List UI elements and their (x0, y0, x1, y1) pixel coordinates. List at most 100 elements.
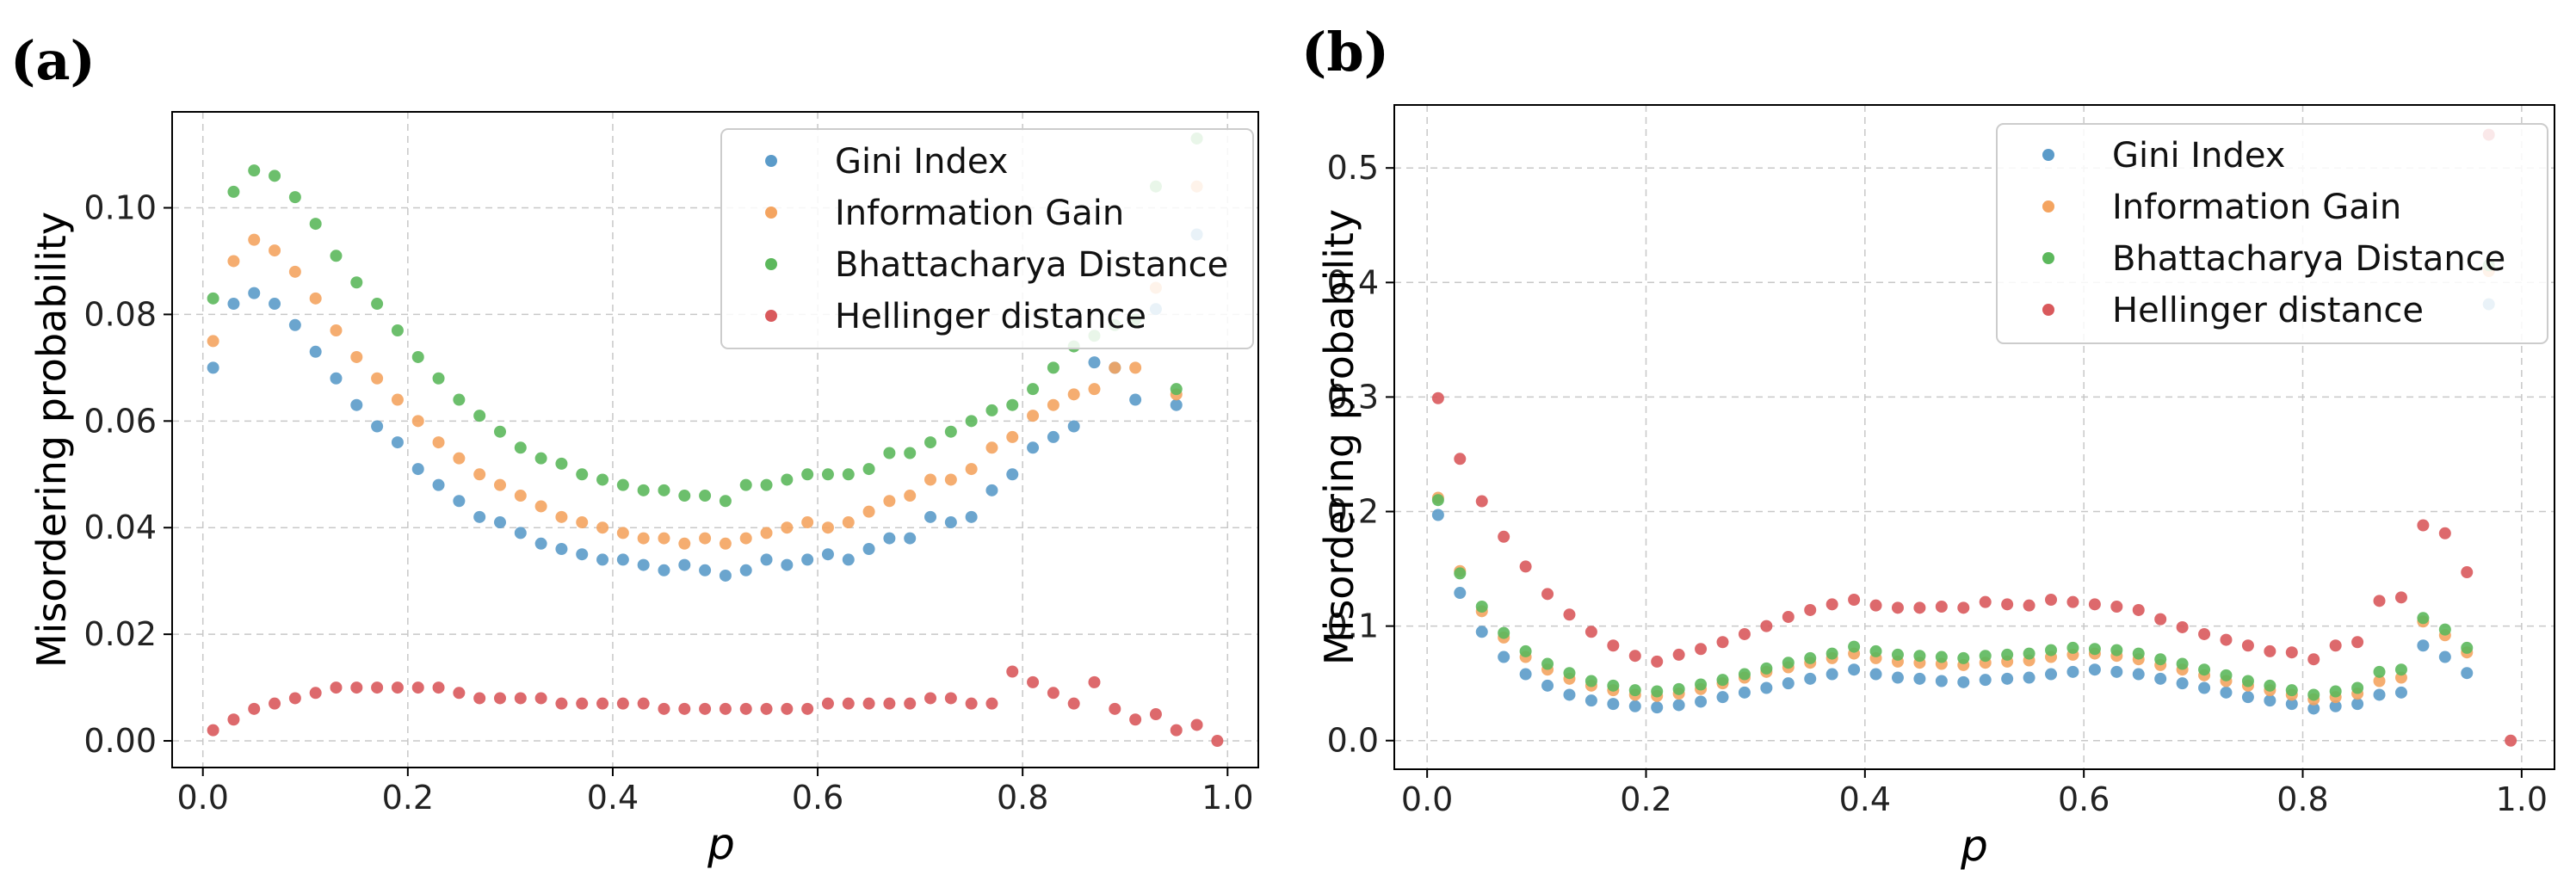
panel-b-point-hell (1563, 608, 1576, 621)
panel-a-point-bhatt (985, 404, 998, 416)
panel-a-point-info (514, 490, 527, 502)
panel-b-point-gini (1651, 701, 1664, 714)
panel-a-point-gini (288, 318, 301, 331)
panel-a-point-hell (330, 681, 343, 694)
panel-a-legend-marker-hell (765, 310, 777, 322)
panel-a-point-hell (391, 681, 404, 694)
panel-a-point-hell (699, 702, 712, 715)
panel-b-point-bhatt (1957, 651, 1970, 664)
panel-b-point-bhatt (2176, 657, 2189, 670)
panel-a-point-hell (944, 692, 957, 705)
panel-b-y-tick-label: 0.1 (1327, 607, 1379, 645)
panel-a-point-hell (555, 697, 568, 710)
panel-a-x-tick-label: 1.0 (1202, 779, 1253, 817)
panel-b: (b) 0.0 0.2 0.4 0.6 0.8 1.0 0.0 0.1 0.2 0.3 0.4 0.5… (1301, 21, 2555, 871)
panel-b-point-bhatt (1454, 567, 1467, 580)
panel-a-point-gini (616, 553, 629, 566)
panel-a-point-hell (1027, 675, 1040, 688)
panel-b-point-gini (1563, 688, 1576, 701)
panel-a-point-gini (227, 298, 240, 311)
panel-a-point-bhatt (883, 447, 896, 459)
panel-b-y-tick-label: 0.3 (1327, 378, 1379, 416)
panel-a-point-bhatt (821, 468, 834, 481)
panel-b-point-gini (1804, 672, 1817, 685)
panel-a-point-hell (1129, 713, 1142, 726)
panel-a-point-info (965, 463, 978, 476)
panel-a-point-bhatt (288, 191, 301, 204)
panel-b-point-bhatt (1607, 679, 1620, 692)
panel-a-legend-marker-info (765, 207, 777, 219)
panel-a-point-info (658, 532, 670, 545)
panel-b-point-hell (2329, 639, 2342, 652)
panel-b-point-hell (1585, 626, 1597, 638)
panel-b-point-bhatt (1979, 650, 1992, 663)
panel-b-point-gini (2198, 681, 2211, 694)
panel-b-point-hell (2132, 603, 2145, 616)
panel-b-point-hell (1979, 595, 1992, 608)
panel-b-y-tick-label: 0.5 (1327, 149, 1379, 187)
panel-a-point-hell (760, 702, 773, 715)
panel-a-point-gini (821, 548, 834, 561)
panel-a-x-tick-label: 0.6 (792, 779, 843, 817)
panel-a-y-tick-label: 0.02 (83, 615, 157, 653)
panel-b-point-gini (2241, 691, 2254, 704)
panel-b-point-hell (1935, 600, 1948, 613)
panel-b-point-bhatt (2110, 644, 2123, 657)
panel-b-point-hell (1498, 530, 1510, 543)
panel-b-point-bhatt (2438, 623, 2451, 636)
panel-b-point-hell (2373, 595, 2386, 607)
panel-a-point-gini (739, 564, 752, 576)
panel-a-point-gini (842, 553, 855, 566)
panel-a-point-info (288, 265, 301, 278)
panel-a-point-hell (739, 702, 752, 715)
panel-b-point-gini (1935, 675, 1948, 687)
panel-a-point-bhatt (781, 473, 794, 486)
panel-a-point-gini (699, 564, 712, 576)
panel-b-point-gini (2373, 688, 2386, 701)
panel-b-point-hell (2198, 627, 2211, 640)
panel-b-legend-label-info: Information Gain (2112, 188, 2401, 227)
panel-a-point-info (207, 335, 219, 348)
panel-b-point-hell (2505, 734, 2517, 747)
panel-a-point-bhatt (555, 457, 568, 470)
panel-a-point-info (862, 505, 875, 518)
panel-a-point-hell (596, 697, 609, 710)
panel-a-point-gini (1006, 468, 1019, 481)
panel-a-point-info (555, 510, 568, 523)
panel-b-point-bhatt (2329, 685, 2342, 698)
panel-a-point-info (1067, 388, 1080, 401)
panel-b-point-bhatt (2154, 653, 2167, 666)
panel-a-point-bhatt (432, 372, 445, 385)
panel-a-point-bhatt (473, 410, 486, 422)
panel-b-point-bhatt (1760, 662, 1773, 675)
panel-a-point-info (269, 244, 281, 257)
panel-a-legend-label-info: Information Gain (835, 194, 1124, 233)
panel-a-point-hell (453, 687, 466, 700)
panel-a-point-gini (391, 436, 404, 449)
panel-a-point-hell (965, 697, 978, 710)
panel-b-point-gini (1454, 587, 1467, 600)
panel-a-point-bhatt (350, 276, 363, 289)
panel-b-point-bhatt (2220, 669, 2233, 681)
panel-a-point-gini (350, 398, 363, 411)
panel-b-point-bhatt (2461, 641, 2474, 654)
panel-b-point-hell (2176, 620, 2189, 633)
panel-a-point-info (739, 532, 752, 545)
panel-b-point-gini (1760, 681, 1773, 694)
panel-b-point-hell (2220, 633, 2233, 646)
panel-b-point-gini (1672, 699, 1685, 712)
panel-a-point-info (391, 393, 404, 406)
panel-a-point-gini (924, 510, 937, 523)
panel-a-y-tick-label: 0.04 (83, 509, 157, 546)
panel-b-x-tick-label: 0.2 (1620, 780, 1671, 818)
panel-a-point-gini (453, 495, 466, 508)
panel-b-point-gini (2264, 694, 2276, 707)
panel-a-point-info (924, 473, 937, 486)
panel-b-point-hell (2001, 598, 2014, 611)
panel-b-point-gini (2023, 671, 2035, 684)
panel-a-point-hell (227, 713, 240, 726)
panel-b-point-bhatt (2198, 663, 2211, 676)
panel-a: (a) 0.0 0.2 0.4 0.6 0.8 1.00.000.020.040.060.… (10, 29, 1259, 869)
panel-b-point-bhatt (1848, 640, 1861, 653)
panel-b-point-gini (1782, 677, 1795, 690)
